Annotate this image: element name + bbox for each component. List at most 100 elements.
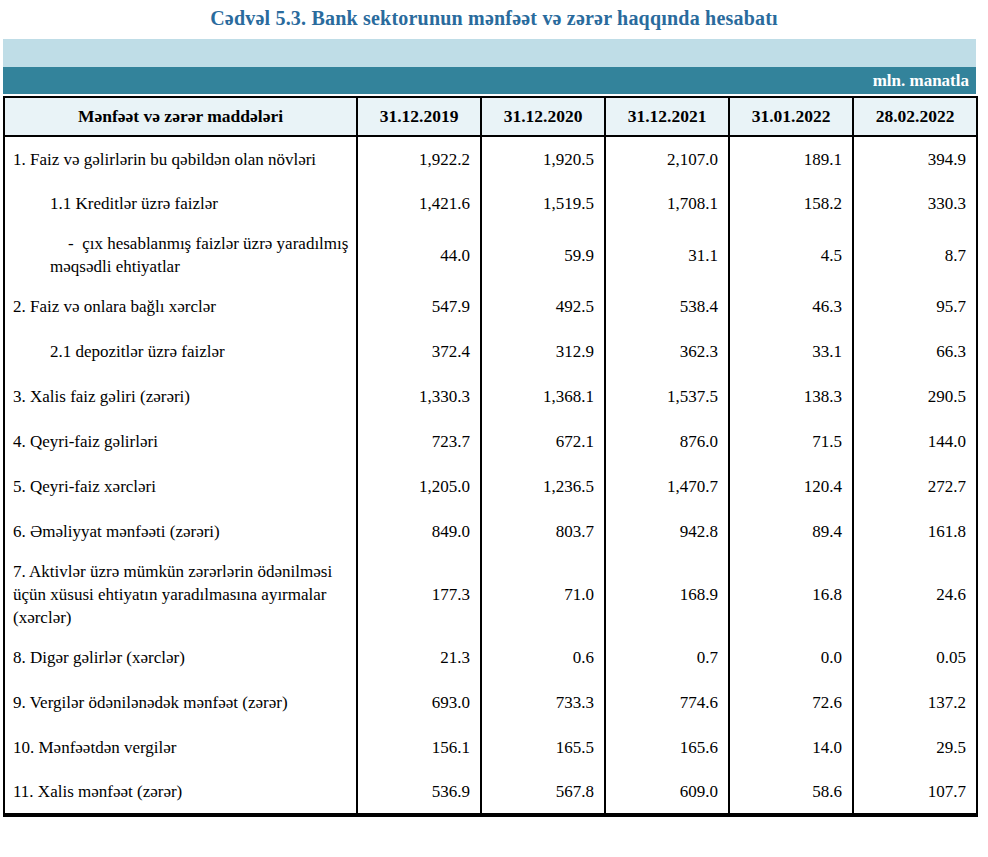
cell-value: 8.7 [853,226,977,284]
row-label: 1. Faiz və gəlirlərin bu qəbildən olan n… [4,136,357,181]
row-label: 8. Digər gəlirlər (xərclər) [4,635,357,680]
table-row: 9. Vergilər ödənilənədək mənfəət (zərər)… [4,680,977,725]
row-label: 11. Xalis mənfəət (zərər) [4,770,357,815]
cell-value: 107.7 [853,770,977,815]
table-row: 10. Mənfəətdən vergilər156.1165.5165.614… [4,725,977,770]
cell-value: 1,470.7 [605,464,729,509]
cell-value: 723.7 [357,419,481,464]
cell-value: 372.4 [357,329,481,374]
cell-value: 0.0 [729,635,853,680]
cell-value: 330.3 [853,181,977,226]
cell-value: 16.8 [729,554,853,635]
cell-value: 1,368.1 [481,374,605,419]
column-header-date: 31.12.2020 [481,97,605,136]
cell-value: 156.1 [357,725,481,770]
cell-value: 0.05 [853,635,977,680]
cell-value: 14.0 [729,725,853,770]
cell-value: 46.3 [729,284,853,329]
table-row: 1.1 Kreditlər üzrə faizlər1,421.61,519.5… [4,181,977,226]
cell-value: 547.9 [357,284,481,329]
cell-value: 161.8 [853,509,977,554]
cell-value: 609.0 [605,770,729,815]
cell-value: 71.5 [729,419,853,464]
cell-value: 1,922.2 [357,136,481,181]
table-row: 11. Xalis mənfəət (zərər)536.9567.8609.0… [4,770,977,815]
cell-value: 492.5 [481,284,605,329]
cell-value: 71.0 [481,554,605,635]
column-header-date: 31.01.2022 [729,97,853,136]
row-label: 9. Vergilər ödənilənədək mənfəət (zərər) [4,680,357,725]
table-body: 1. Faiz və gəlirlərin bu qəbildən olan n… [4,136,977,815]
decorative-band-teal: mln. manatla [3,67,976,94]
cell-value: 158.2 [729,181,853,226]
table-row: 8. Digər gəlirlər (xərclər)21.30.60.70.0… [4,635,977,680]
cell-value: 165.5 [481,725,605,770]
cell-value: 66.3 [853,329,977,374]
cell-value: 567.8 [481,770,605,815]
cell-value: 1,205.0 [357,464,481,509]
cell-value: 137.2 [853,680,977,725]
table-header: Mənfəət və zərər maddələri31.12.201931.1… [4,97,977,136]
cell-value: 58.6 [729,770,853,815]
cell-value: 59.9 [481,226,605,284]
row-label: 10. Mənfəətdən vergilər [4,725,357,770]
cell-value: 290.5 [853,374,977,419]
table-row: 5. Qeyri-faiz xərcləri1,205.01,236.51,47… [4,464,977,509]
cell-value: 4.5 [729,226,853,284]
column-header-date: 31.12.2019 [357,97,481,136]
cell-value: 138.3 [729,374,853,419]
cell-value: 31.1 [605,226,729,284]
cell-value: 1,236.5 [481,464,605,509]
cell-value: 89.4 [729,509,853,554]
row-label: 2.1 depozitlər üzrə faizlər [4,329,357,374]
cell-value: 1,920.5 [481,136,605,181]
unit-label: mln. manatla [873,71,976,91]
row-label: 1.1 Kreditlər üzrə faizlər [4,181,357,226]
cell-value: 2,107.0 [605,136,729,181]
cell-value: 362.3 [605,329,729,374]
cell-value: 120.4 [729,464,853,509]
cell-value: 1,330.3 [357,374,481,419]
cell-value: 733.3 [481,680,605,725]
report-sheet: mln. manatla Mənfəət və zərər maddələri3… [3,39,976,817]
row-label: - çıx hesablanmış faizlər üzrə yaradılmı… [4,226,357,284]
cell-value: 165.6 [605,725,729,770]
cell-value: 803.7 [481,509,605,554]
cell-value: 849.0 [357,509,481,554]
cell-value: 0.6 [481,635,605,680]
cell-value: 24.6 [853,554,977,635]
page: Cədvəl 5.3. Bank sektorunun mənfəət və z… [0,0,988,857]
table-row: 2.1 depozitlər üzrə faizlər372.4312.9362… [4,329,977,374]
column-header-date: 31.12.2021 [605,97,729,136]
cell-value: 177.3 [357,554,481,635]
cell-value: 876.0 [605,419,729,464]
cell-value: 72.6 [729,680,853,725]
cell-value: 189.1 [729,136,853,181]
cell-value: 312.9 [481,329,605,374]
cell-value: 538.4 [605,284,729,329]
row-label: 5. Qeyri-faiz xərcləri [4,464,357,509]
row-label: 4. Qeyri-faiz gəlirləri [4,419,357,464]
cell-value: 693.0 [357,680,481,725]
cell-value: 0.7 [605,635,729,680]
cell-value: 29.5 [853,725,977,770]
cell-value: 95.7 [853,284,977,329]
row-label: 3. Xalis faiz gəliri (zərəri) [4,374,357,419]
cell-value: 394.9 [853,136,977,181]
table-row: 2. Faiz və onlara bağlı xərclər547.9492.… [4,284,977,329]
cell-value: 1,519.5 [481,181,605,226]
cell-value: 272.7 [853,464,977,509]
cell-value: 1,708.1 [605,181,729,226]
table-row: 1. Faiz və gəlirlərin bu qəbildən olan n… [4,136,977,181]
cell-value: 33.1 [729,329,853,374]
page-title: Cədvəl 5.3. Bank sektorunun mənfəət və z… [0,0,988,30]
column-header-date: 28.02.2022 [853,97,977,136]
table-row: 7. Aktivlər üzrə mümkün zərərlərin ödəni… [4,554,977,635]
cell-value: 168.9 [605,554,729,635]
row-label: 6. Əməliyyat mənfəəti (zərəri) [4,509,357,554]
table-row: 4. Qeyri-faiz gəlirləri723.7672.1876.071… [4,419,977,464]
table-row: 3. Xalis faiz gəliri (zərəri)1,330.31,36… [4,374,977,419]
table-row: 6. Əməliyyat mənfəəti (zərəri)849.0803.7… [4,509,977,554]
column-header-items: Mənfəət və zərər maddələri [4,97,357,136]
decorative-band-light [3,39,976,67]
